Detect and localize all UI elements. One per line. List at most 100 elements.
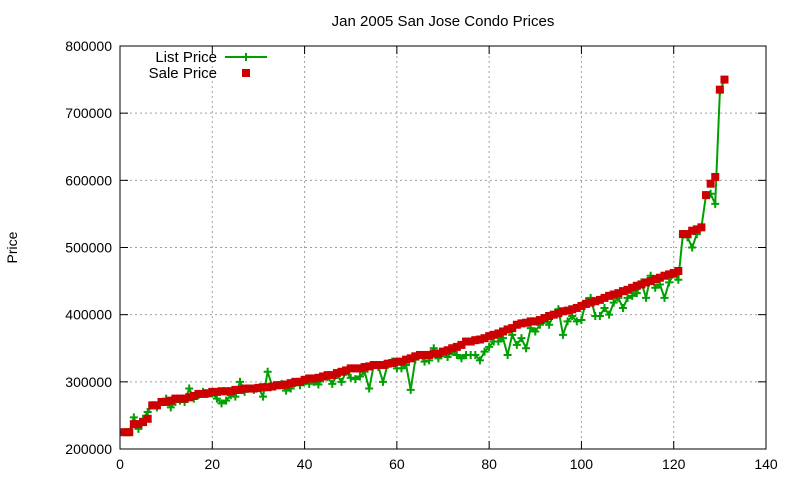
sale-price-point bbox=[609, 290, 618, 299]
sale-price-point bbox=[194, 389, 203, 398]
list-price-point bbox=[420, 357, 429, 366]
list-price-point bbox=[665, 278, 674, 287]
x-tick-label: 40 bbox=[297, 456, 313, 472]
sale-price-point bbox=[212, 387, 221, 396]
y-tick-label: 500000 bbox=[65, 240, 112, 256]
sale-price-point bbox=[605, 291, 614, 300]
sale-price-point bbox=[314, 373, 323, 382]
list-price-point bbox=[346, 373, 355, 382]
series-layer bbox=[120, 75, 729, 437]
sale-price-point bbox=[711, 172, 720, 181]
sale-price-point bbox=[665, 270, 674, 279]
list-price-point bbox=[212, 394, 221, 403]
sale-price-point bbox=[240, 384, 249, 393]
list-price-point bbox=[632, 289, 641, 298]
sale-price-point bbox=[328, 371, 337, 380]
sale-price-point bbox=[591, 297, 600, 306]
list-price-point bbox=[355, 372, 364, 381]
series-sale-price bbox=[120, 75, 729, 437]
sale-price-point bbox=[175, 394, 184, 403]
sale-price-point bbox=[300, 375, 309, 384]
list-price-point bbox=[517, 334, 526, 343]
list-price-point bbox=[558, 330, 567, 339]
sale-price-point bbox=[688, 226, 697, 235]
sale-price-point bbox=[323, 371, 332, 380]
sale-price-point bbox=[217, 387, 226, 396]
list-price-point bbox=[379, 377, 388, 386]
sale-price-point bbox=[148, 401, 157, 410]
sale-price-point bbox=[406, 354, 415, 363]
sale-price-point bbox=[199, 389, 208, 398]
sale-price-point bbox=[332, 369, 341, 378]
sale-price-point bbox=[554, 309, 563, 318]
list-price-point bbox=[185, 384, 194, 393]
list-price-point bbox=[563, 317, 572, 326]
y-axis-label: Price bbox=[4, 231, 20, 263]
list-price-point bbox=[642, 293, 651, 302]
list-price-point bbox=[609, 298, 618, 307]
sale-price-point bbox=[295, 377, 304, 386]
sale-price-point bbox=[503, 325, 512, 334]
sale-price-point bbox=[498, 327, 507, 336]
list-price-point bbox=[143, 408, 152, 417]
list-price-point bbox=[660, 293, 669, 302]
list-price-point bbox=[655, 280, 664, 289]
list-price-point bbox=[545, 320, 554, 329]
x-tick-label: 80 bbox=[481, 456, 497, 472]
sale-price-point bbox=[558, 307, 567, 316]
y-tick-label: 700000 bbox=[65, 105, 112, 121]
sale-price-point bbox=[683, 230, 692, 239]
sale-price-point bbox=[337, 367, 346, 376]
list-price-point bbox=[222, 396, 231, 405]
list-price-point bbox=[471, 350, 480, 359]
sale-price-point bbox=[582, 299, 591, 308]
sale-price-point bbox=[618, 287, 627, 296]
sale-price-point bbox=[388, 359, 397, 368]
sale-price-point bbox=[125, 428, 134, 437]
sale-price-point bbox=[291, 377, 300, 386]
sale-price-point bbox=[152, 401, 161, 410]
legend-square-swatch bbox=[242, 69, 250, 77]
sale-price-point bbox=[545, 312, 554, 321]
sale-price-point bbox=[563, 306, 572, 315]
sale-price-point bbox=[448, 344, 457, 353]
list-price-point bbox=[711, 199, 720, 208]
sale-price-point bbox=[480, 334, 489, 343]
sale-price-point bbox=[411, 352, 420, 361]
sale-price-point bbox=[226, 387, 235, 396]
sale-price-point bbox=[415, 350, 424, 359]
legend-label: List Price bbox=[155, 49, 217, 66]
sale-price-point bbox=[600, 293, 609, 302]
sale-price-point bbox=[268, 382, 277, 391]
sale-price-point bbox=[425, 350, 434, 359]
sale-price-point bbox=[642, 278, 651, 287]
sale-price-point bbox=[646, 277, 655, 286]
sale-price-point bbox=[189, 391, 198, 400]
sale-price-point bbox=[429, 349, 438, 358]
x-tick-label: 120 bbox=[662, 456, 686, 472]
list-price-point bbox=[595, 312, 604, 321]
list-price-point bbox=[674, 275, 683, 284]
sale-price-point bbox=[319, 372, 328, 381]
y-tick-label: 200000 bbox=[65, 441, 112, 457]
sale-price-point bbox=[129, 420, 138, 429]
list-price-point bbox=[452, 350, 461, 359]
sale-price-point bbox=[139, 418, 148, 427]
y-tick-label: 400000 bbox=[65, 307, 112, 323]
sale-price-point bbox=[392, 357, 401, 366]
sale-price-point bbox=[222, 387, 231, 396]
sale-price-point bbox=[360, 363, 369, 372]
sale-price-point bbox=[637, 280, 646, 289]
x-tick-label: 100 bbox=[570, 456, 594, 472]
list-price-point bbox=[217, 399, 226, 408]
sale-price-point bbox=[439, 347, 447, 356]
sale-price-point bbox=[171, 394, 180, 403]
list-price-line bbox=[124, 79, 726, 434]
list-price-point bbox=[406, 385, 415, 394]
sale-price-point bbox=[235, 385, 244, 394]
sale-price-point bbox=[475, 335, 484, 344]
sale-price-point bbox=[577, 301, 586, 310]
list-price-point bbox=[498, 334, 507, 343]
sale-price-point bbox=[355, 364, 364, 373]
